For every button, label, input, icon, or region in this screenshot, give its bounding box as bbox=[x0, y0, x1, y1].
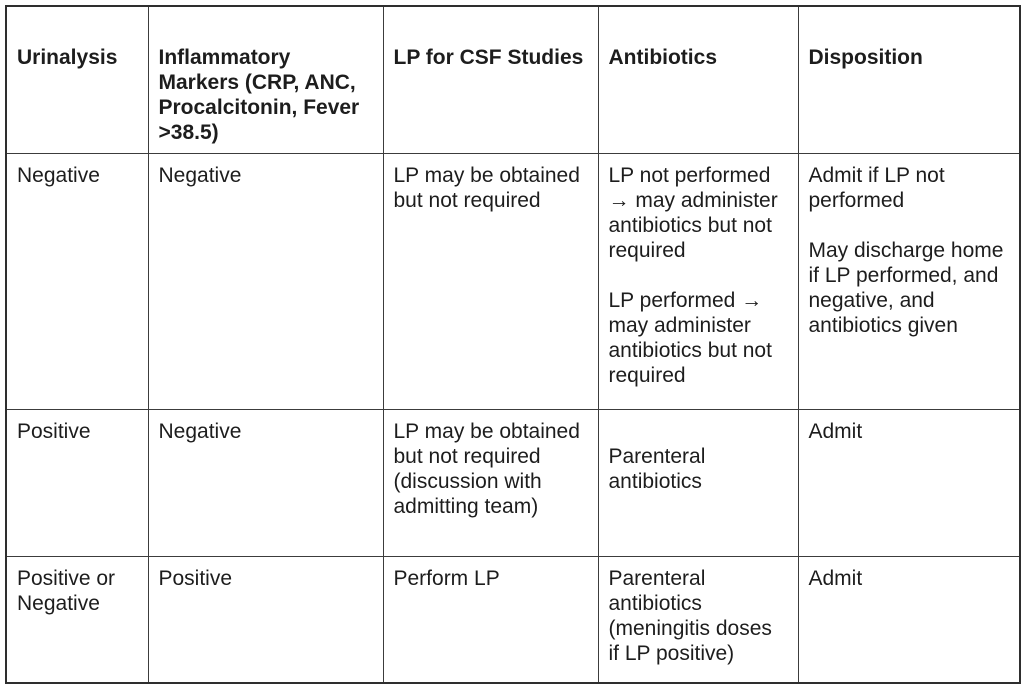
cell-urinalysis: Positive bbox=[5, 409, 149, 557]
cell-antibiotics: LP not performed → may administer antibi… bbox=[597, 153, 799, 410]
cell-inflammatory-markers: Negative bbox=[147, 153, 384, 410]
header-cell-disposition: Disposition bbox=[797, 5, 1021, 154]
table-row-negative-negative: Negative Negative LP may be obtained but… bbox=[5, 153, 1021, 410]
table-row-positive-negative: Positive Negative LP may be obtained but… bbox=[5, 409, 1021, 557]
header-cell-urinalysis: Urinalysis bbox=[5, 5, 149, 154]
clinical-decision-table: Urinalysis Inflammatory Markers (CRP, AN… bbox=[5, 5, 1021, 684]
cell-lp-for-csf: Perform LP bbox=[382, 556, 599, 683]
header-cell-lp-for-csf-studies: LP for CSF Studies bbox=[382, 5, 599, 154]
cell-inflammatory-markers: Negative bbox=[147, 409, 384, 557]
cell-disposition: Admit bbox=[797, 409, 1021, 557]
cell-antibiotics: Parenteral antibiotics bbox=[597, 409, 799, 557]
cell-disposition: Admit if LP not performed May discharge … bbox=[797, 153, 1021, 410]
cell-disposition: Admit bbox=[797, 556, 1021, 683]
header-cell-antibiotics: Antibiotics bbox=[597, 5, 799, 154]
cell-urinalysis: Positive or Negative bbox=[5, 556, 149, 683]
cell-urinalysis: Negative bbox=[5, 153, 149, 410]
table-header-row: Urinalysis Inflammatory Markers (CRP, AN… bbox=[5, 5, 1021, 154]
table-row-any-positive: Positive or Negative Positive Perform LP… bbox=[5, 556, 1021, 683]
cell-lp-for-csf: LP may be obtained but not required (dis… bbox=[382, 409, 599, 557]
cell-lp-for-csf: LP may be obtained but not required bbox=[382, 153, 599, 410]
header-cell-inflammatory-markers: Inflammatory Markers (CRP, ANC, Procalci… bbox=[147, 5, 384, 154]
cell-inflammatory-markers: Positive bbox=[147, 556, 384, 683]
cell-antibiotics: Parenteral antibiotics (meningitis doses… bbox=[597, 556, 799, 683]
